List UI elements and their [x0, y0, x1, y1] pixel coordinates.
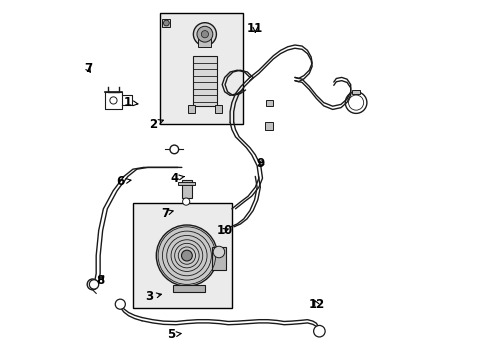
Bar — [265, 100, 272, 106]
Bar — [198, 39, 211, 47]
Circle shape — [163, 20, 169, 26]
Bar — [182, 180, 192, 198]
Bar — [212, 247, 225, 270]
Text: 7: 7 — [161, 207, 173, 220]
Bar — [351, 90, 360, 94]
Bar — [265, 122, 272, 130]
Circle shape — [313, 325, 325, 337]
Text: 2: 2 — [148, 118, 163, 131]
Bar — [193, 56, 216, 106]
Circle shape — [89, 280, 99, 289]
Text: 4: 4 — [170, 172, 184, 185]
Bar — [172, 285, 204, 292]
Circle shape — [213, 246, 224, 258]
Text: 7: 7 — [83, 62, 92, 75]
Circle shape — [181, 250, 192, 261]
Text: 6: 6 — [116, 175, 131, 188]
Circle shape — [170, 145, 178, 154]
Text: 12: 12 — [308, 298, 324, 311]
Bar — [160, 13, 242, 124]
Text: 3: 3 — [145, 291, 161, 303]
Circle shape — [201, 31, 208, 38]
Text: 5: 5 — [166, 328, 181, 341]
Circle shape — [193, 23, 216, 46]
Circle shape — [182, 198, 189, 205]
Circle shape — [87, 279, 98, 290]
Circle shape — [115, 299, 125, 309]
Circle shape — [156, 225, 217, 286]
Bar — [215, 105, 222, 113]
Bar — [187, 105, 195, 113]
Text: 10: 10 — [216, 224, 232, 237]
Circle shape — [197, 26, 212, 42]
Text: 11: 11 — [246, 22, 263, 35]
Bar — [162, 19, 170, 27]
Text: 1: 1 — [123, 96, 138, 109]
Text: 9: 9 — [256, 157, 264, 170]
Bar — [133, 203, 231, 308]
Text: 8: 8 — [96, 274, 104, 287]
Bar — [178, 182, 194, 185]
Circle shape — [110, 97, 117, 104]
